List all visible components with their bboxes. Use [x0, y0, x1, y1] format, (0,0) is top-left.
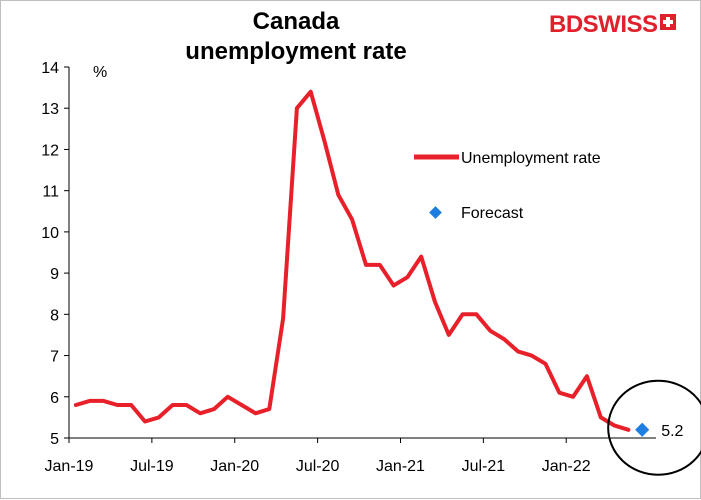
y-tick-label: 8 [50, 307, 59, 324]
series-layer: 5.2 [73, 89, 684, 440]
forecast-data-label: 5.2 [661, 423, 683, 440]
legend-diamond-swatch [429, 206, 442, 219]
legend-label-unemployment-rate: Unemployment rate [461, 150, 601, 167]
x-tick-label: Jul-19 [130, 458, 174, 475]
y-ticks: 5 6 7 8 9 10 11 12 13 14 [41, 60, 69, 448]
x-tick-label: Jan-20 [210, 458, 259, 475]
chart-title: Canada unemployment rate [185, 8, 407, 65]
y-tick-label: 7 [50, 349, 59, 366]
x-ticks: Jan-19 Jul-19 Jan-20 Jul-20 Jan-21 Jul-21 Jan-… [45, 438, 591, 475]
y-tick-label: 11 [42, 184, 59, 201]
x-tick-label: Jul-21 [462, 458, 506, 475]
swiss-cross-icon [659, 14, 676, 30]
y-axis-unit-label: % [93, 64, 107, 81]
forecast-highlight-circle [607, 379, 701, 476]
y-tick-label: 6 [50, 390, 59, 407]
x-tick-label: Jan-19 [45, 458, 94, 475]
y-tick-label: 14 [41, 60, 59, 77]
x-tick-label: Jul-20 [296, 458, 340, 475]
y-tick-label: 9 [50, 266, 59, 283]
axes [68, 67, 656, 439]
y-tick-label: 5 [50, 431, 59, 448]
y-tick-label: 12 [41, 142, 59, 159]
legend-label-forecast: Forecast [461, 205, 524, 222]
x-tick-label: Jan-22 [542, 458, 591, 475]
forecast-point [635, 422, 650, 437]
bdswiss-logo: BDSWISS [549, 11, 676, 39]
y-tick-label: 10 [41, 225, 59, 242]
y-tick-label: 13 [41, 101, 59, 118]
x-tick-label: Jan-21 [376, 458, 425, 475]
logo-text: BDSWISS [549, 11, 658, 38]
legend: Unemployment rate Forecast [414, 150, 601, 222]
series-line-unemployment-rate [73, 89, 631, 432]
